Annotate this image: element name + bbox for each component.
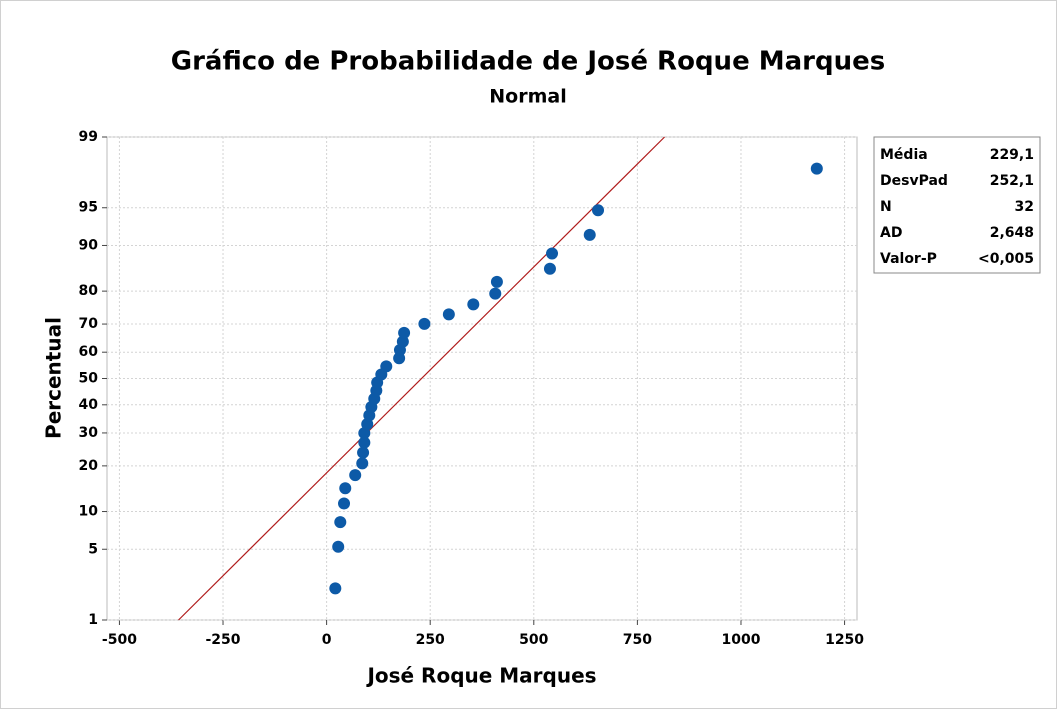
y-tick-label: 70: [79, 316, 99, 332]
data-point: [332, 540, 345, 553]
data-point: [467, 298, 480, 311]
y-tick-label: 95: [79, 200, 98, 216]
y-tick-label: 20: [79, 458, 99, 474]
data-point: [339, 482, 352, 495]
x-tick-label: -500: [102, 632, 137, 648]
data-point: [358, 427, 371, 440]
fit-line: [178, 136, 665, 621]
data-point: [543, 262, 556, 275]
data-point: [329, 582, 342, 595]
data-point: [583, 228, 596, 241]
data-point: [349, 469, 362, 482]
data-point: [380, 360, 393, 373]
stat-name: Valor-P: [880, 251, 937, 267]
y-tick-label: 30: [79, 425, 99, 441]
stat-name: Média: [880, 147, 928, 163]
data-point: [338, 497, 351, 510]
data-point: [358, 436, 371, 449]
stat-value: 229,1: [990, 147, 1034, 163]
x-tick-label: 1250: [825, 632, 864, 648]
y-axis-label: Percentual: [42, 317, 66, 439]
x-axis-label: José Roque Marques: [365, 664, 596, 688]
x-tick-label: 500: [519, 632, 548, 648]
data-point: [810, 162, 823, 175]
y-tick-label: 10: [79, 504, 99, 520]
y-tick-label: 40: [79, 397, 99, 413]
data-point: [418, 317, 431, 330]
data-point: [442, 308, 455, 321]
chart-subtitle: Normal: [489, 86, 566, 108]
stats-box: [873, 136, 1041, 274]
y-tick-label: 50: [79, 371, 99, 387]
x-tick-label: -250: [205, 632, 240, 648]
stat-value: <0,005: [978, 251, 1034, 267]
data-point: [489, 287, 502, 300]
chart-title: Gráfico de Probabilidade de José Roque M…: [171, 47, 885, 77]
y-tick-label: 1: [88, 612, 98, 628]
stat-name: N: [880, 199, 892, 215]
data-point: [490, 275, 503, 288]
y-tick-label: 99: [79, 129, 98, 145]
y-tick-label: 90: [79, 237, 99, 253]
stat-name: AD: [880, 225, 902, 241]
data-point: [356, 457, 369, 470]
x-tick-label: 0: [322, 632, 332, 648]
data-point: [592, 204, 605, 217]
stat-value: 32: [1015, 199, 1034, 215]
x-tick-label: 750: [623, 632, 652, 648]
data-point: [334, 516, 347, 529]
stat-value: 2,648: [990, 225, 1034, 241]
data-point: [546, 247, 559, 260]
y-tick-label: 5: [88, 541, 98, 557]
data-point: [398, 326, 411, 339]
stat-name: DesvPad: [880, 173, 948, 189]
y-tick-label: 60: [79, 344, 99, 360]
y-tick-label: 80: [79, 283, 99, 299]
x-tick-label: 250: [416, 632, 445, 648]
stat-value: 252,1: [990, 173, 1034, 189]
data-point: [357, 446, 370, 459]
x-tick-label: 1000: [721, 632, 760, 648]
